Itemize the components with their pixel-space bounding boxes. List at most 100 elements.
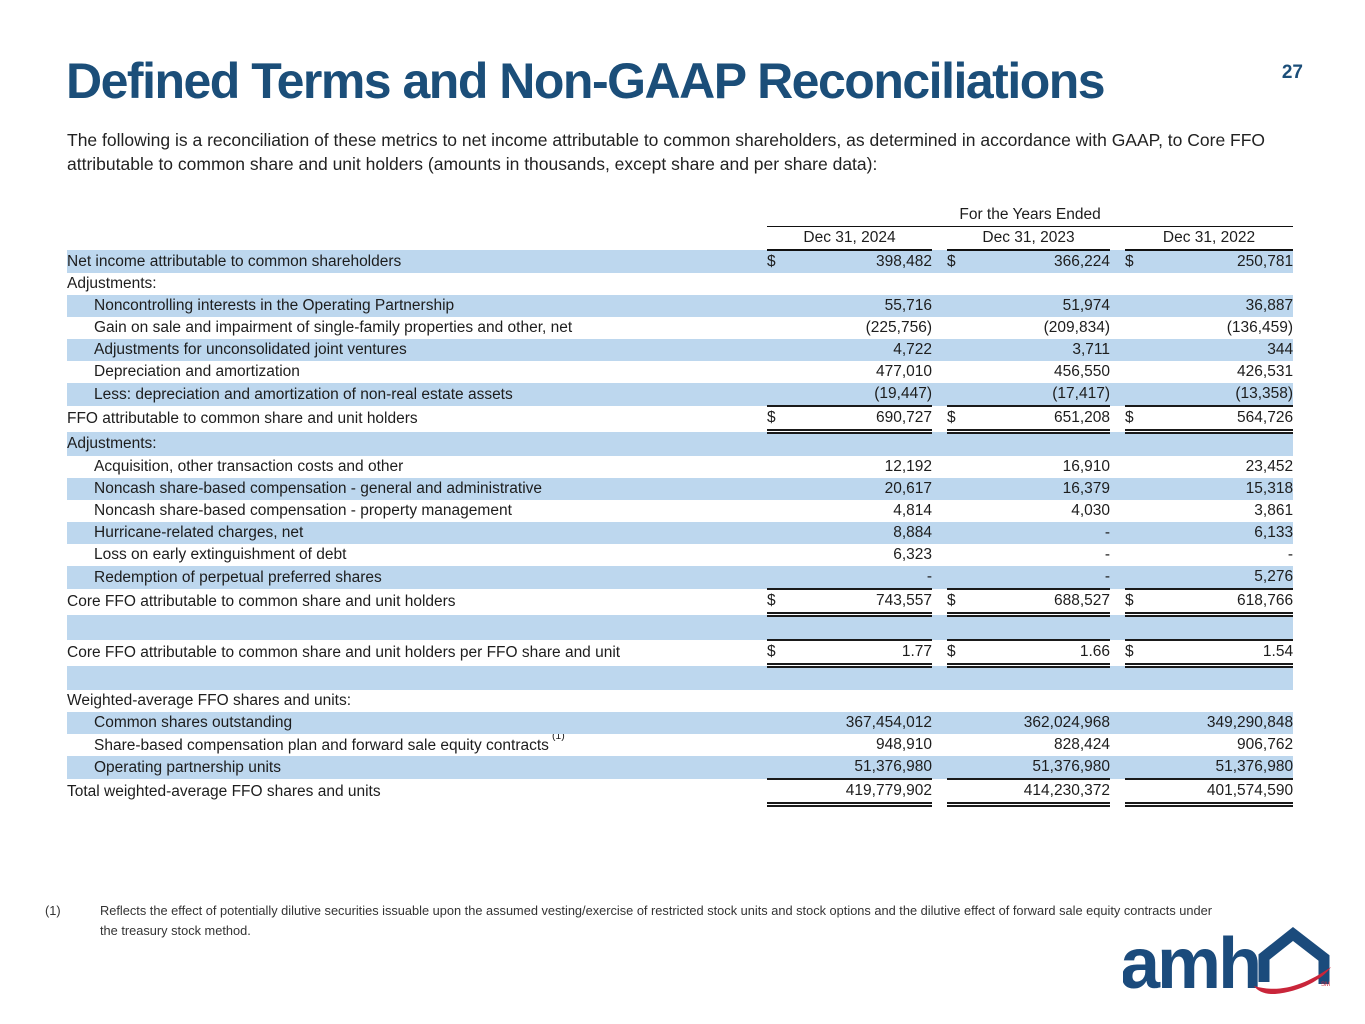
currency-cell xyxy=(947,383,977,406)
value-cell: 8,884 xyxy=(797,522,932,544)
value-cell: 743,557 xyxy=(797,588,932,617)
column-gap xyxy=(1110,431,1125,456)
value-cell: 51,376,980 xyxy=(1155,756,1294,779)
column-gap xyxy=(1110,756,1125,779)
column-gap xyxy=(1110,712,1125,734)
logo-text: amh xyxy=(1123,924,1259,1004)
row-label: Noncash share-based compensation - gener… xyxy=(67,478,767,500)
value-cell: - xyxy=(977,566,1110,589)
column-gap xyxy=(1110,734,1125,756)
currency-cell xyxy=(767,778,797,807)
row-label: Adjustments: xyxy=(67,275,157,293)
column-gap xyxy=(932,640,947,666)
currency-cell xyxy=(1125,778,1155,807)
table-row: FFO attributable to common share and uni… xyxy=(67,405,1294,434)
value-cell: 1.77 xyxy=(797,639,932,668)
header-spacer xyxy=(67,204,767,227)
column-gap xyxy=(1110,406,1125,432)
amh-logo: amh SM xyxy=(1123,924,1331,1004)
value-cell: 250,781 xyxy=(1155,250,1294,273)
reconciliation-table: For the Years Ended Dec 31, 2024 Dec 31,… xyxy=(67,204,1294,807)
currency-cell xyxy=(1125,665,1155,690)
currency-cell: $ xyxy=(947,588,977,617)
currency-cell: $ xyxy=(767,639,797,668)
column-gap xyxy=(1110,665,1125,690)
currency-cell xyxy=(1125,383,1155,406)
reconciliation-table-wrap: For the Years Ended Dec 31, 2024 Dec 31,… xyxy=(67,204,1294,807)
value-cell: 618,766 xyxy=(1155,588,1294,617)
value-cell: 23,452 xyxy=(1245,458,1294,476)
currency-cell xyxy=(947,734,977,756)
value-cell xyxy=(977,690,1110,712)
column-gap xyxy=(932,712,947,734)
value-cell: 366,224 xyxy=(977,250,1110,273)
currency-cell xyxy=(767,566,797,589)
house-icon xyxy=(1258,927,1330,984)
column-gap xyxy=(932,500,947,522)
currency-cell: $ xyxy=(947,250,977,273)
span-header-row: For the Years Ended xyxy=(67,204,1294,227)
currency-cell xyxy=(1125,431,1155,456)
column-gap xyxy=(932,339,947,361)
currency-cell: $ xyxy=(947,405,977,434)
column-gap xyxy=(932,690,947,712)
row-label: Depreciation and amortization xyxy=(94,363,300,381)
column-gap xyxy=(1110,273,1125,295)
table-row xyxy=(67,614,1294,640)
column-gap xyxy=(932,431,947,456)
currency-cell xyxy=(1125,614,1155,640)
column-gap xyxy=(1110,544,1125,566)
currency-cell: $ xyxy=(1125,639,1155,668)
page-number: 27 xyxy=(1281,62,1303,83)
table-row: Operating partnership units 51,376,980 51,… xyxy=(67,756,1294,779)
currency-cell xyxy=(1125,734,1155,756)
currency-cell xyxy=(1125,317,1155,339)
value-cell: 414,230,372 xyxy=(977,778,1110,807)
currency-cell xyxy=(767,431,797,456)
column-header-2023: Dec 31, 2023 xyxy=(947,226,1110,251)
table-row: Noncontrolling interests in the Operatin… xyxy=(67,295,1294,317)
table-row: Adjustments for unconsolidated joint ven… xyxy=(67,339,1294,361)
column-gap xyxy=(1110,227,1125,251)
currency-cell xyxy=(947,317,977,339)
value-cell: 349,290,848 xyxy=(1155,712,1294,734)
currency-cell xyxy=(1125,339,1155,361)
footnote: (1) Reflects the effect of potentially d… xyxy=(45,901,1275,942)
row-label: Noncash share-based compensation - prope… xyxy=(94,502,512,520)
currency-cell xyxy=(947,431,977,456)
currency-cell xyxy=(947,361,977,383)
table-row: Acquisition, other transaction costs and… xyxy=(67,456,1293,478)
currency-cell xyxy=(947,339,977,361)
column-gap xyxy=(932,756,947,779)
footnote-text: Reflects the effect of potentially dilut… xyxy=(100,903,1213,939)
currency-cell xyxy=(947,712,977,734)
value-cell: - xyxy=(797,566,932,589)
column-gap xyxy=(932,522,947,544)
currency-cell xyxy=(767,295,797,317)
currency-cell xyxy=(1125,273,1155,295)
row-label: Acquisition, other transaction costs and… xyxy=(94,458,404,476)
value-cell: 6,133 xyxy=(1155,522,1294,544)
value-cell: 12,192 xyxy=(884,458,932,476)
value-cell xyxy=(1155,690,1293,712)
currency-cell xyxy=(947,273,977,295)
column-gap xyxy=(932,544,947,566)
table-row: Adjustments: xyxy=(67,431,1294,456)
row-label: Adjustments: xyxy=(67,431,767,456)
currency-cell xyxy=(767,614,797,640)
value-cell xyxy=(977,431,1110,456)
column-gap xyxy=(932,478,947,500)
column-gap xyxy=(1110,250,1125,273)
column-gap xyxy=(1110,589,1125,615)
value-cell: 362,024,968 xyxy=(977,712,1110,734)
value-cell: 51,376,980 xyxy=(977,756,1110,779)
value-cell: 55,716 xyxy=(797,295,932,317)
table-row: Core FFO attributable to common share an… xyxy=(67,588,1294,617)
value-cell: 948,910 xyxy=(875,736,932,754)
currency-cell xyxy=(947,456,977,478)
value-cell xyxy=(977,273,1110,295)
column-gap xyxy=(932,250,947,273)
currency-cell: $ xyxy=(1125,250,1155,273)
currency-cell xyxy=(1125,478,1155,500)
